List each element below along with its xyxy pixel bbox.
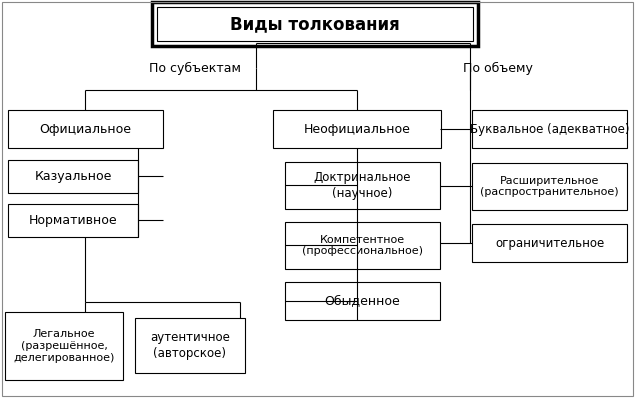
Bar: [285, 162, 440, 209]
Text: ограничительное: ограничительное: [495, 236, 604, 250]
Bar: [8, 110, 163, 148]
Text: Буквальное (адекватное): Буквальное (адекватное): [470, 123, 629, 135]
Bar: [273, 110, 441, 148]
Bar: [8, 160, 138, 193]
Text: Нормативное: Нормативное: [29, 214, 117, 227]
Text: Компетентное
(профессиональное): Компетентное (профессиональное): [302, 235, 423, 256]
Bar: [472, 110, 627, 148]
Text: Обыденное: Обыденное: [324, 295, 401, 308]
Bar: [472, 163, 627, 210]
Text: Доктринальное
(научное): Доктринальное (научное): [314, 172, 411, 199]
Bar: [152, 2, 478, 46]
Bar: [8, 204, 138, 237]
Text: Расширительное
(распространительное): Расширительное (распространительное): [480, 176, 619, 197]
Text: По субъектам: По субъектам: [149, 61, 241, 74]
Text: Виды толкования: Виды толкования: [230, 15, 400, 33]
Bar: [472, 224, 627, 262]
Text: Неофициальное: Неофициальное: [304, 123, 410, 135]
Text: аутентичное
(авторское): аутентичное (авторское): [150, 332, 230, 359]
Bar: [285, 222, 440, 269]
Text: Казуальное: Казуальное: [34, 170, 112, 183]
Bar: [157, 7, 473, 41]
Bar: [285, 282, 440, 320]
Bar: [135, 318, 245, 373]
Text: По объему: По объему: [463, 61, 533, 74]
Text: Официальное: Официальное: [39, 123, 131, 135]
Bar: [5, 312, 123, 380]
Text: Легальное
(разрешённое,
делегированное): Легальное (разрешённое, делегированное): [13, 330, 115, 363]
